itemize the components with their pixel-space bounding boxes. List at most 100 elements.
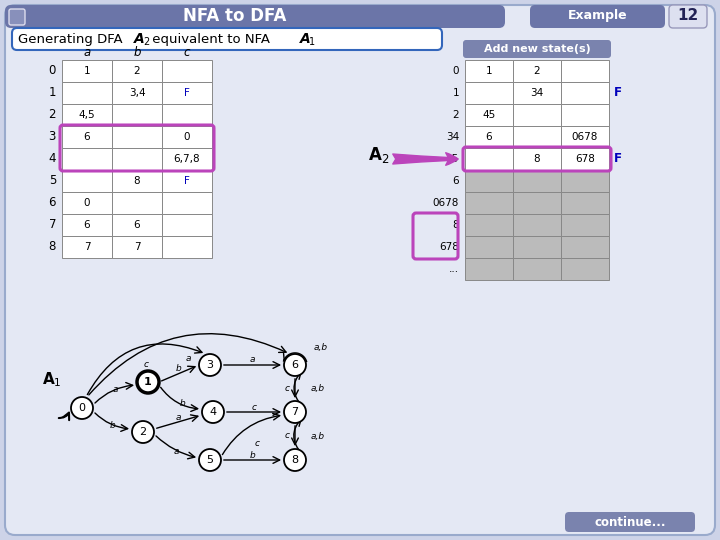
Text: 7: 7: [292, 407, 299, 417]
Bar: [465, 82, 513, 104]
Bar: [162, 126, 212, 148]
FancyBboxPatch shape: [5, 5, 505, 28]
Bar: [465, 192, 513, 214]
Text: Example: Example: [568, 10, 628, 23]
Circle shape: [199, 354, 221, 376]
Text: a,b: a,b: [314, 343, 328, 352]
Text: 2: 2: [534, 66, 540, 76]
Bar: [62, 126, 112, 148]
Bar: [112, 60, 162, 82]
Text: 0678: 0678: [433, 198, 459, 208]
Bar: [62, 148, 112, 170]
Bar: [112, 236, 162, 258]
Bar: [162, 82, 212, 104]
Text: 7: 7: [48, 219, 56, 232]
Text: 8: 8: [534, 154, 540, 164]
Bar: [465, 170, 513, 192]
Text: a: a: [112, 386, 118, 395]
Bar: [62, 214, 112, 236]
FancyBboxPatch shape: [565, 512, 695, 532]
Bar: [112, 126, 162, 148]
Text: c: c: [184, 45, 190, 58]
Bar: [561, 104, 609, 126]
Text: a: a: [174, 448, 179, 456]
Bar: [112, 82, 162, 104]
Text: 6: 6: [84, 132, 90, 142]
Bar: [62, 60, 112, 82]
Bar: [465, 236, 513, 258]
Bar: [62, 192, 112, 214]
Text: a: a: [84, 45, 91, 58]
Text: 1: 1: [84, 66, 90, 76]
Text: 0: 0: [78, 403, 86, 413]
Text: 8: 8: [452, 220, 459, 230]
Text: $\mathbf{A}_2$: $\mathbf{A}_2$: [368, 145, 390, 165]
Text: 8: 8: [49, 240, 56, 253]
Bar: [561, 82, 609, 104]
Text: 5: 5: [207, 455, 214, 465]
Bar: [62, 82, 112, 104]
Text: 34: 34: [446, 132, 459, 142]
Bar: [162, 214, 212, 236]
Text: a: a: [175, 413, 181, 422]
Bar: [465, 214, 513, 236]
Text: 1: 1: [452, 88, 459, 98]
Text: c: c: [143, 360, 148, 369]
FancyBboxPatch shape: [12, 28, 442, 50]
Text: 2: 2: [48, 109, 56, 122]
Circle shape: [284, 401, 306, 423]
Text: b: b: [133, 45, 140, 58]
Text: A: A: [300, 32, 311, 46]
Bar: [162, 170, 212, 192]
Text: 5: 5: [49, 174, 56, 187]
Text: c: c: [284, 431, 289, 441]
Text: 4: 4: [48, 152, 56, 165]
FancyBboxPatch shape: [5, 5, 715, 535]
Bar: [162, 192, 212, 214]
Text: 45: 45: [482, 110, 495, 120]
Text: c: c: [582, 62, 588, 75]
Text: 6: 6: [48, 197, 56, 210]
Bar: [513, 126, 561, 148]
FancyBboxPatch shape: [9, 9, 25, 25]
Circle shape: [284, 354, 306, 376]
Text: 6: 6: [292, 360, 299, 370]
Text: a,b: a,b: [311, 384, 325, 393]
Text: b: b: [109, 422, 115, 430]
Circle shape: [137, 371, 159, 393]
Bar: [62, 104, 112, 126]
Text: 0: 0: [49, 64, 56, 78]
Text: 12: 12: [678, 9, 698, 24]
Bar: [561, 126, 609, 148]
Bar: [513, 60, 561, 82]
Bar: [513, 236, 561, 258]
Text: 678: 678: [439, 242, 459, 252]
Circle shape: [202, 401, 224, 423]
Text: F: F: [614, 86, 622, 99]
Text: c: c: [255, 438, 260, 448]
Text: 3: 3: [49, 131, 56, 144]
Text: 0678: 0678: [572, 132, 598, 142]
Text: 8: 8: [292, 455, 299, 465]
Text: 2: 2: [140, 427, 147, 437]
FancyBboxPatch shape: [530, 5, 665, 28]
Text: a: a: [250, 355, 256, 364]
Bar: [465, 126, 513, 148]
Bar: [162, 104, 212, 126]
Text: 45: 45: [446, 154, 459, 164]
FancyBboxPatch shape: [463, 40, 611, 58]
Bar: [513, 148, 561, 170]
Circle shape: [71, 397, 93, 419]
Text: 7: 7: [84, 242, 90, 252]
Bar: [465, 60, 513, 82]
Text: Add new state(s): Add new state(s): [484, 44, 590, 54]
Bar: [561, 214, 609, 236]
Text: 0: 0: [184, 132, 190, 142]
Text: 1: 1: [486, 66, 492, 76]
Bar: [561, 170, 609, 192]
Text: 6: 6: [486, 132, 492, 142]
Text: 678: 678: [575, 154, 595, 164]
Bar: [513, 104, 561, 126]
Text: F: F: [184, 176, 190, 186]
Text: F: F: [614, 152, 622, 165]
